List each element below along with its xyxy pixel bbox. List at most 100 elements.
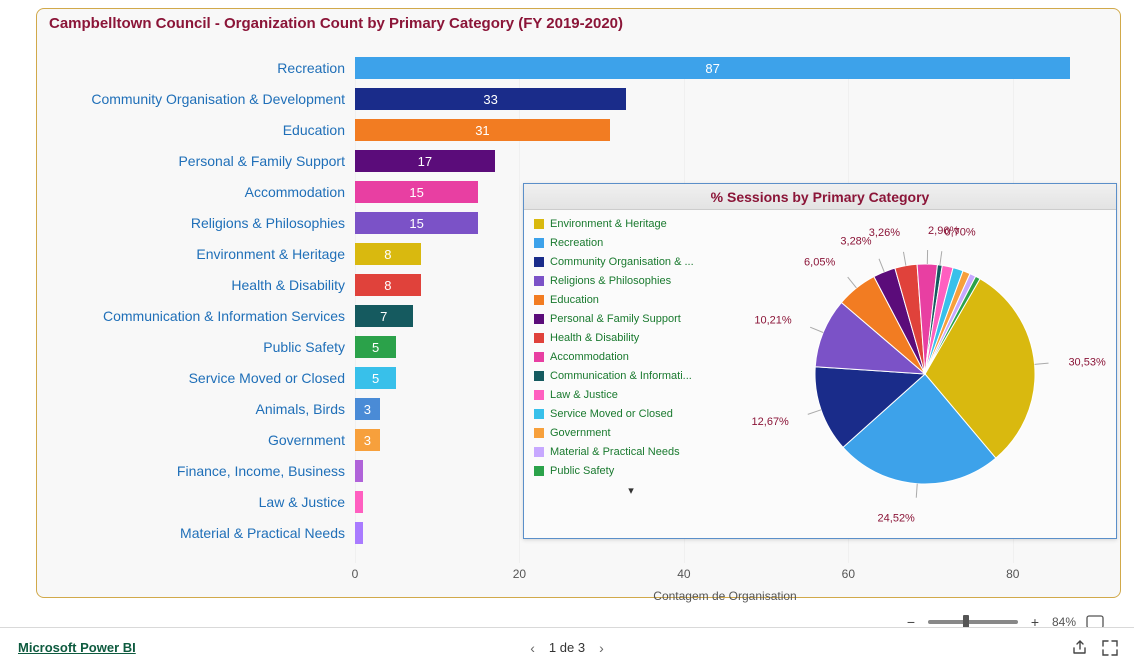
footer-tools	[1072, 640, 1118, 656]
legend-swatch	[534, 314, 544, 324]
pie-slice-label: 30,53%	[1068, 356, 1106, 368]
bar-label: Personal & Family Support	[37, 153, 355, 169]
legend-label: Public Safety	[550, 465, 614, 477]
legend-more-button[interactable]: ▾	[534, 484, 728, 497]
report-area: Campbelltown Council - Organization Coun…	[14, 0, 1120, 605]
bar-label: Government	[37, 432, 355, 448]
bar-label: Finance, Income, Business	[37, 463, 355, 479]
powerbi-brand-link[interactable]: Microsoft Power BI	[18, 640, 136, 655]
pie-slice-label: 10,21%	[754, 315, 792, 327]
fullscreen-icon[interactable]	[1102, 640, 1118, 656]
legend-label: Law & Justice	[550, 389, 618, 401]
x-tick: 40	[677, 567, 690, 581]
bar[interactable]: 87	[355, 57, 1070, 79]
bar-label: Community Organisation & Development	[37, 91, 355, 107]
x-axis-label: Contagem de Organisation	[653, 589, 796, 603]
legend-item[interactable]: Personal & Family Support	[534, 313, 728, 325]
bar-label: Animals, Birds	[37, 401, 355, 417]
page-indicator: 1 de 3	[549, 640, 585, 655]
bar-label: Accommodation	[37, 184, 355, 200]
bar[interactable]	[355, 460, 363, 482]
bar-label: Religions & Philosophies	[37, 215, 355, 231]
bar-label: Material & Practical Needs	[37, 525, 355, 541]
bar-label: Service Moved or Closed	[37, 370, 355, 386]
bar-row[interactable]: Education31	[37, 117, 1097, 143]
pie-svg: 30,53%24,52%12,67%10,21%6,05%3,28%3,26%2…	[725, 209, 1125, 539]
legend-swatch	[534, 219, 544, 229]
bar-row[interactable]: Community Organisation & Development33	[37, 86, 1097, 112]
bar[interactable]: 3	[355, 398, 380, 420]
legend-item[interactable]: Law & Justice	[534, 389, 728, 401]
pie-legend: Environment & Heritage Recreation Communit…	[524, 210, 734, 538]
legend-swatch	[534, 257, 544, 267]
zoom-slider[interactable]	[928, 620, 1018, 624]
legend-item[interactable]: Material & Practical Needs	[534, 446, 728, 458]
legend-item[interactable]: Communication & Informati...	[534, 370, 728, 382]
bar[interactable]: 5	[355, 336, 396, 358]
page-navigator: ‹ 1 de 3 ›	[530, 640, 604, 656]
bar[interactable]: 33	[355, 88, 626, 110]
pie-chart: 30,53%24,52%12,67%10,21%6,05%3,28%3,26%2…	[734, 210, 1116, 538]
legend-item[interactable]: Recreation	[534, 237, 728, 249]
legend-item[interactable]: Health & Disability	[534, 332, 728, 344]
legend-swatch	[534, 428, 544, 438]
legend-label: Community Organisation & ...	[550, 256, 694, 268]
bar-row[interactable]: Personal & Family Support17	[37, 148, 1097, 174]
legend-swatch	[534, 371, 544, 381]
bar[interactable]	[355, 491, 363, 513]
bar-label: Education	[37, 122, 355, 138]
bar[interactable]: 3	[355, 429, 380, 451]
bar[interactable]	[355, 522, 363, 544]
legend-swatch	[534, 447, 544, 457]
bar[interactable]: 17	[355, 150, 495, 172]
legend-item[interactable]: Environment & Heritage	[534, 218, 728, 230]
bar[interactable]: 7	[355, 305, 413, 327]
legend-item[interactable]: Public Safety	[534, 465, 728, 477]
bar-label: Recreation	[37, 60, 355, 76]
bar[interactable]: 5	[355, 367, 396, 389]
x-axis: Contagem de Organisation 020406080	[355, 567, 1095, 607]
page-prev-button[interactable]: ‹	[530, 640, 535, 656]
legend-label: Recreation	[550, 237, 603, 249]
legend-label: Service Moved or Closed	[550, 408, 673, 420]
legend-item[interactable]: Service Moved or Closed	[534, 408, 728, 420]
legend-label: Education	[550, 294, 599, 306]
legend-item[interactable]: Government	[534, 427, 728, 439]
legend-swatch	[534, 295, 544, 305]
pie-slice-label: 24,52%	[878, 513, 916, 525]
legend-label: Environment & Heritage	[550, 218, 667, 230]
share-icon[interactable]	[1072, 640, 1090, 656]
legend-item[interactable]: Accommodation	[534, 351, 728, 363]
pie-chart-card: % Sessions by Primary Category Environme…	[523, 183, 1117, 539]
legend-label: Personal & Family Support	[550, 313, 681, 325]
pie-slice-label: 3,28%	[840, 235, 871, 247]
x-tick: 60	[842, 567, 855, 581]
bar[interactable]: 31	[355, 119, 610, 141]
bar[interactable]: 8	[355, 274, 421, 296]
pie-slice-label: 3,26%	[869, 227, 900, 239]
legend-swatch	[534, 238, 544, 248]
bar-row[interactable]: Recreation87	[37, 55, 1097, 81]
chart-card: Campbelltown Council - Organization Coun…	[36, 8, 1121, 598]
bar[interactable]: 15	[355, 181, 478, 203]
legend-label: Communication & Informati...	[550, 370, 692, 382]
pie-slice-label: 6,05%	[804, 256, 835, 268]
x-tick: 0	[352, 567, 359, 581]
legend-item[interactable]: Community Organisation & ...	[534, 256, 728, 268]
bar[interactable]: 8	[355, 243, 421, 265]
legend-swatch	[534, 333, 544, 343]
pie-chart-title: % Sessions by Primary Category	[524, 184, 1116, 210]
legend-swatch	[534, 466, 544, 476]
legend-item[interactable]: Education	[534, 294, 728, 306]
legend-swatch	[534, 276, 544, 286]
chart-title: Campbelltown Council - Organization Coun…	[49, 15, 623, 32]
legend-swatch	[534, 352, 544, 362]
legend-item[interactable]: Religions & Philosophies	[534, 275, 728, 287]
bar[interactable]: 15	[355, 212, 478, 234]
legend-label: Material & Practical Needs	[550, 446, 680, 458]
bar-label: Communication & Information Services	[37, 308, 355, 324]
bar-label: Health & Disability	[37, 277, 355, 293]
bar-label: Public Safety	[37, 339, 355, 355]
bar-label: Law & Justice	[37, 494, 355, 510]
page-next-button[interactable]: ›	[599, 640, 604, 656]
